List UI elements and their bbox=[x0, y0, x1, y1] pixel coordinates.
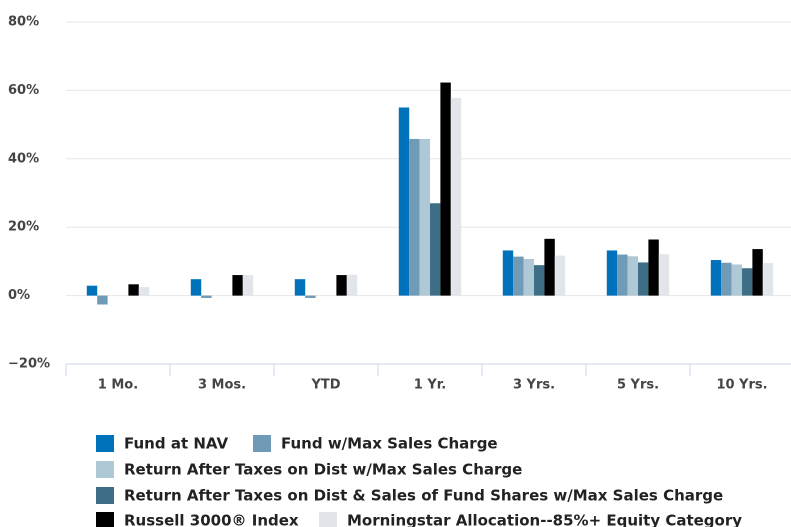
bar bbox=[450, 97, 462, 296]
bar bbox=[710, 260, 722, 296]
bar bbox=[440, 82, 451, 296]
bar bbox=[606, 250, 618, 296]
x-tick-label: 1 Yr. bbox=[414, 378, 446, 393]
legend-swatch bbox=[96, 435, 114, 452]
bar bbox=[305, 295, 316, 298]
legend-swatch bbox=[253, 435, 271, 452]
y-tick-label: −20% bbox=[8, 357, 50, 372]
bar bbox=[336, 275, 347, 296]
bar bbox=[523, 259, 534, 296]
bar bbox=[617, 254, 628, 296]
legend-swatch bbox=[96, 461, 114, 478]
bar bbox=[502, 250, 514, 296]
bar bbox=[721, 262, 732, 296]
y-tick-label: 60% bbox=[8, 83, 39, 98]
legend-label: Russell 3000® Index bbox=[124, 512, 299, 527]
legend-swatch bbox=[96, 512, 114, 527]
y-tick-label: 40% bbox=[8, 151, 39, 166]
bar bbox=[742, 268, 753, 296]
bar bbox=[201, 295, 212, 298]
bar bbox=[346, 274, 358, 296]
bar bbox=[762, 263, 774, 296]
bar bbox=[731, 264, 742, 296]
bar bbox=[658, 254, 670, 296]
x-tick-label: 1 Mo. bbox=[98, 378, 138, 393]
legend-label: Return After Taxes on Dist & Sales of Fu… bbox=[124, 487, 723, 505]
x-tick-label: 5 Yrs. bbox=[617, 378, 659, 393]
bar bbox=[232, 275, 243, 296]
bar bbox=[398, 107, 410, 296]
bar bbox=[242, 275, 254, 296]
legend-label: Return After Taxes on Dist w/Max Sales C… bbox=[124, 461, 522, 479]
bar bbox=[128, 284, 139, 296]
x-tick-label: 3 Mos. bbox=[198, 378, 246, 393]
bar bbox=[294, 279, 306, 296]
bar bbox=[97, 295, 108, 305]
bar bbox=[534, 265, 545, 296]
bar bbox=[648, 239, 659, 296]
bar bbox=[430, 203, 441, 296]
bar bbox=[190, 279, 202, 296]
bar bbox=[86, 285, 98, 296]
y-tick-label: 0% bbox=[8, 288, 30, 303]
legend-swatch bbox=[96, 487, 114, 504]
y-tick-label: 80% bbox=[8, 15, 39, 30]
bar bbox=[138, 287, 150, 296]
legend-label: Fund at NAV bbox=[124, 435, 228, 453]
bar bbox=[419, 138, 430, 296]
bar bbox=[513, 256, 524, 296]
legend-label: Morningstar Allocation--85%+ Equity Cate… bbox=[347, 512, 742, 527]
bar bbox=[752, 249, 763, 296]
bar bbox=[544, 238, 555, 296]
legend-swatch bbox=[319, 512, 337, 527]
x-tick-label: YTD bbox=[310, 378, 340, 393]
bar bbox=[554, 255, 566, 296]
bar bbox=[409, 138, 420, 296]
bar bbox=[627, 256, 638, 296]
x-tick-label: 3 Yrs. bbox=[513, 378, 555, 393]
y-tick-label: 20% bbox=[8, 220, 39, 235]
bar bbox=[638, 262, 649, 296]
x-tick-label: 10 Yrs. bbox=[716, 378, 767, 393]
legend-label: Fund w/Max Sales Charge bbox=[281, 435, 498, 453]
